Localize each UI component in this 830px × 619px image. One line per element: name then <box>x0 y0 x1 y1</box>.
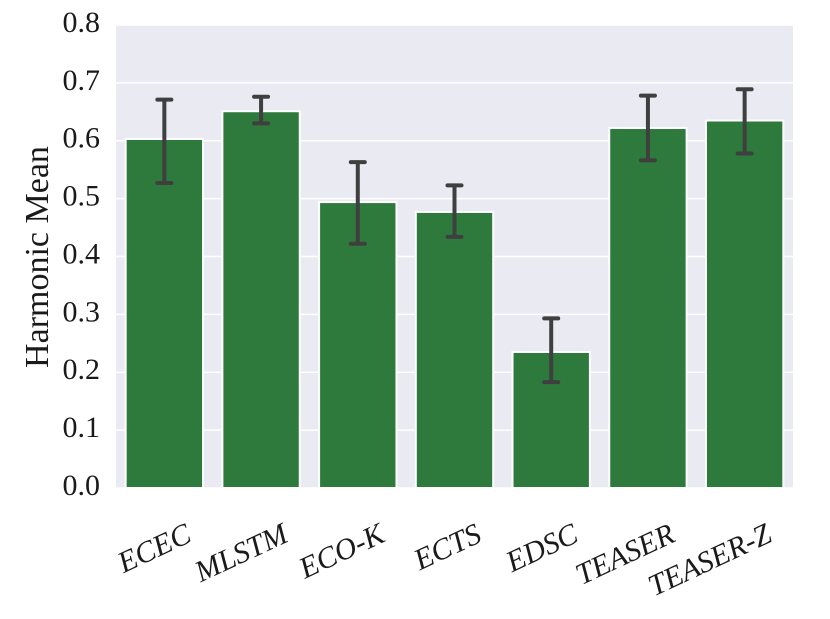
y-tick-label: 0.7 <box>63 64 101 97</box>
bar <box>124 138 205 489</box>
y-tick-label: 0.4 <box>63 237 101 270</box>
bar <box>608 127 688 490</box>
y-tick-label: 0.3 <box>63 295 101 328</box>
y-tick-label: 0.6 <box>63 122 101 155</box>
bar <box>221 110 301 489</box>
error-bars <box>155 87 754 385</box>
y-tick-label: 0.8 <box>63 6 101 39</box>
y-tick-label: 0.1 <box>63 411 101 444</box>
x-tick-label: MLSTM <box>189 516 295 589</box>
x-tick-label: ECTS <box>408 517 486 577</box>
x-tick-label: ECO-K <box>293 516 391 585</box>
x-tick-label: EDSC <box>500 517 584 579</box>
y-tick-label: 0.5 <box>63 180 101 213</box>
y-axis-title: Harmonic Mean <box>19 146 56 368</box>
y-tick-label: 0.2 <box>63 353 101 386</box>
x-tick-label: ECEC <box>112 517 197 580</box>
y-tick-labels: 0.0 0.1 0.2 0.3 0.4 0.5 0.6 0.7 0.8 <box>63 6 101 502</box>
bar <box>414 210 495 489</box>
bar <box>704 119 785 490</box>
y-tick-label: 0.0 <box>63 469 101 502</box>
bars <box>124 110 785 490</box>
